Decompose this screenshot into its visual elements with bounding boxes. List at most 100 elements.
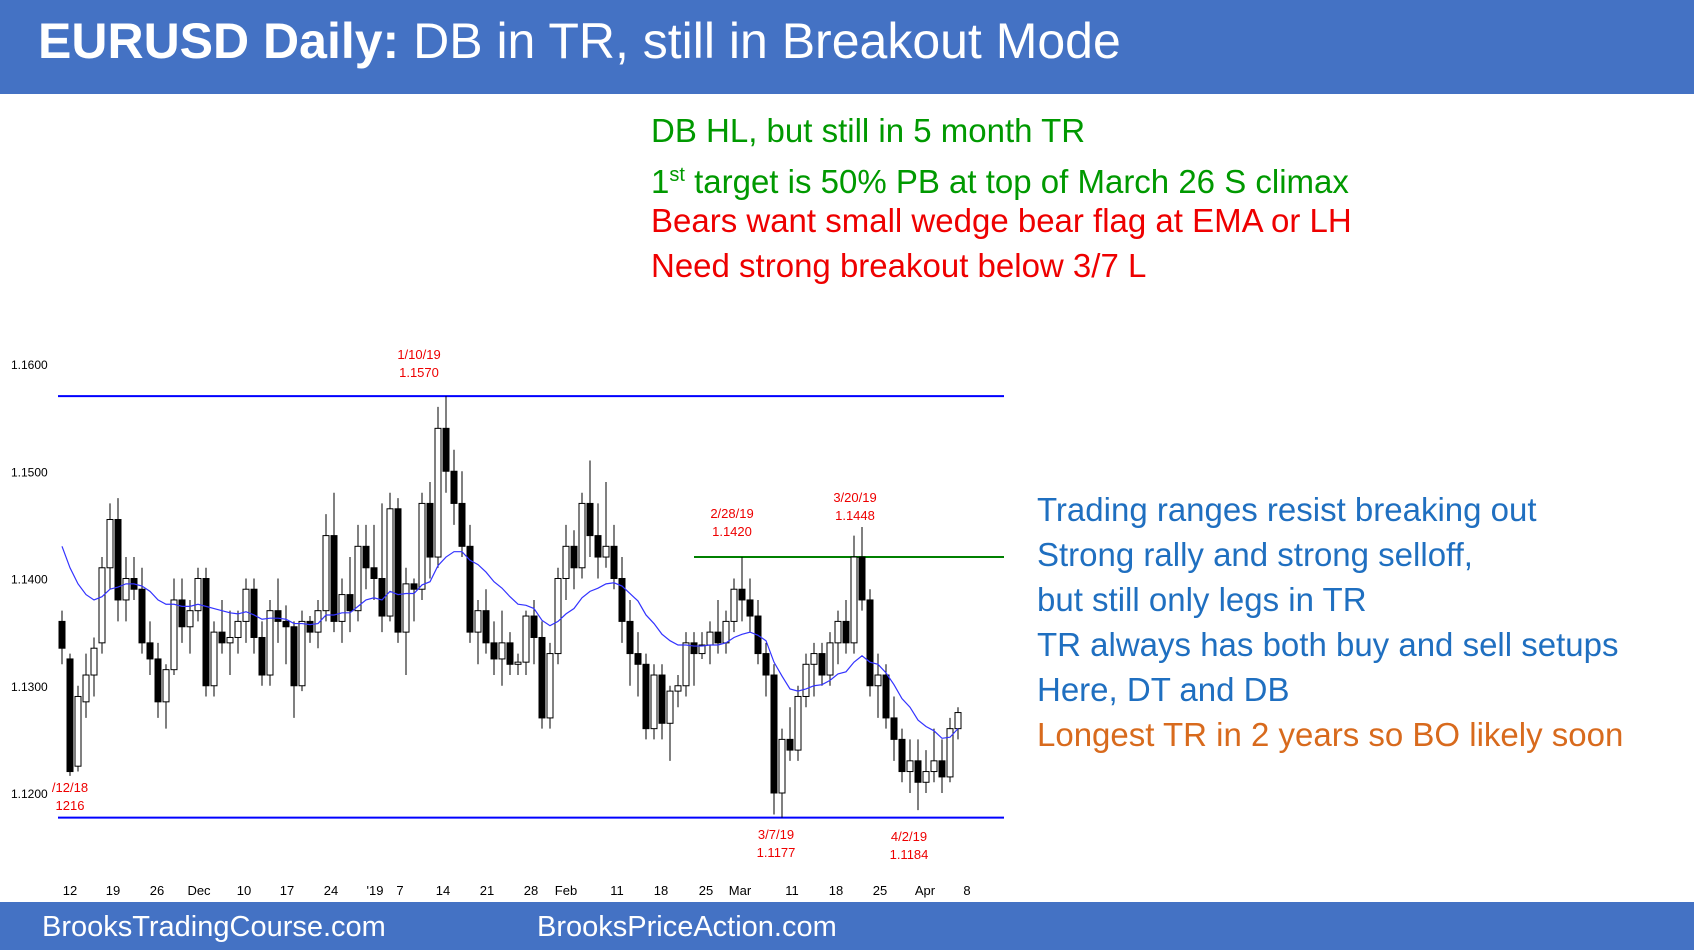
candle-body — [234, 620, 242, 638]
candle — [538, 621, 546, 729]
candle-body — [146, 642, 154, 660]
candle — [346, 557, 354, 633]
candle-body — [914, 760, 922, 783]
annotation-price: 1.1184 — [890, 847, 929, 862]
x-tick-label: '19 — [367, 883, 384, 898]
annotation: 3/7/19 1.1177 — [757, 827, 796, 860]
candle-body — [794, 695, 802, 751]
x-tick-label: 8 — [963, 883, 970, 898]
note-need-breakout: Need strong breakout below 3/7 L — [651, 247, 1147, 284]
candle-body — [642, 663, 650, 730]
candle-body — [722, 620, 730, 644]
annotations: 1/10/19 1.1570 2/28/19 1.1420 3/20/19 1.1448 /… — [52, 347, 928, 862]
candle — [658, 664, 666, 740]
y-tick-label: 1.1200 — [11, 787, 48, 801]
candle — [482, 589, 490, 654]
candle — [402, 567, 410, 676]
candle — [458, 471, 466, 558]
candle — [122, 557, 130, 622]
annotation: 4/2/19 1.1184 — [890, 829, 929, 862]
candle — [882, 664, 890, 729]
title-instrument: EURUSD Daily: — [38, 13, 400, 69]
candle — [386, 492, 394, 622]
side-note-dt-db: Here, DT and DB — [1037, 671, 1290, 708]
candle — [354, 524, 362, 622]
candle-body — [866, 599, 874, 687]
footer-link-brookspriceaction[interactable]: BrooksPriceAction.com — [537, 911, 837, 943]
chart-lines — [58, 395, 1004, 819]
candle — [562, 524, 570, 600]
annotation-date: 1/10/19 — [397, 347, 440, 362]
annotation-date: /12/18 — [52, 780, 88, 795]
x-tick-label: 11 — [785, 883, 799, 898]
candle-body — [58, 620, 66, 649]
candle — [434, 406, 442, 568]
price-chart: 1.1600 1.1500 1.1400 1.1300 1.1200 12 19 26 Dec… — [11, 347, 1004, 898]
candle-body — [706, 631, 714, 646]
footer-link-brookstradingcourse[interactable]: BrooksTradingCourse.com — [42, 911, 386, 943]
candle — [682, 632, 690, 697]
candle — [498, 610, 506, 686]
candle — [834, 610, 842, 665]
x-tick-label: Feb — [555, 883, 577, 898]
candle-body — [402, 583, 410, 633]
candle-body — [738, 588, 746, 601]
side-note-resist: Trading ranges resist breaking out — [1037, 491, 1537, 528]
candle — [602, 481, 610, 568]
candle-body — [818, 653, 826, 676]
candle-body — [634, 653, 642, 665]
candle — [810, 642, 818, 697]
candle — [858, 527, 866, 611]
x-tick-label: 28 — [524, 883, 538, 898]
candle-body — [482, 610, 490, 644]
candle — [410, 578, 418, 622]
candle-body — [226, 636, 234, 644]
x-tick-label: 25 — [699, 883, 713, 898]
candle — [818, 642, 826, 686]
candle — [426, 481, 434, 579]
candle-body — [442, 427, 450, 472]
candle-body — [946, 728, 954, 778]
title-bar — [0, 0, 1694, 94]
candle — [954, 707, 962, 740]
candle — [90, 637, 98, 697]
candle-body — [498, 642, 506, 660]
candle-body — [274, 610, 282, 622]
note-bears-want: Bears want small wedge bear flag at EMA … — [651, 202, 1352, 239]
candle-body — [106, 519, 114, 569]
candle-body — [466, 545, 474, 633]
candle — [610, 524, 618, 590]
candle — [362, 524, 370, 590]
candle-body — [626, 620, 634, 655]
candle-body — [474, 610, 482, 633]
x-tick-label: 10 — [237, 883, 251, 898]
candle-body — [314, 610, 322, 633]
annotation-date: 3/7/19 — [758, 827, 794, 842]
candle — [570, 530, 578, 590]
title-subtitle: DB in TR, still in Breakout Mode — [413, 13, 1121, 69]
candle — [466, 524, 474, 643]
candle-body — [194, 578, 202, 612]
candle-body — [202, 578, 210, 687]
candle — [154, 642, 162, 718]
candle-body — [74, 695, 82, 767]
candle-body — [362, 545, 370, 569]
candle — [138, 567, 146, 654]
candle — [258, 621, 266, 686]
candle-body — [266, 610, 274, 676]
candle — [114, 498, 122, 622]
x-tick-label: 18 — [829, 883, 843, 898]
candle — [922, 750, 930, 793]
candle — [594, 503, 602, 579]
candle — [722, 610, 730, 654]
note-first-target-sup: st — [669, 164, 685, 186]
candle — [98, 557, 106, 654]
note-first-target: 1st target is 50% PB at top of March 26 … — [651, 153, 1349, 204]
candle — [706, 621, 714, 665]
candle — [210, 621, 218, 697]
candle-body — [890, 717, 898, 740]
candle-body — [882, 674, 890, 719]
side-note-legs: but still only legs in TR — [1037, 581, 1367, 618]
candle — [306, 616, 314, 643]
candle — [178, 578, 186, 643]
